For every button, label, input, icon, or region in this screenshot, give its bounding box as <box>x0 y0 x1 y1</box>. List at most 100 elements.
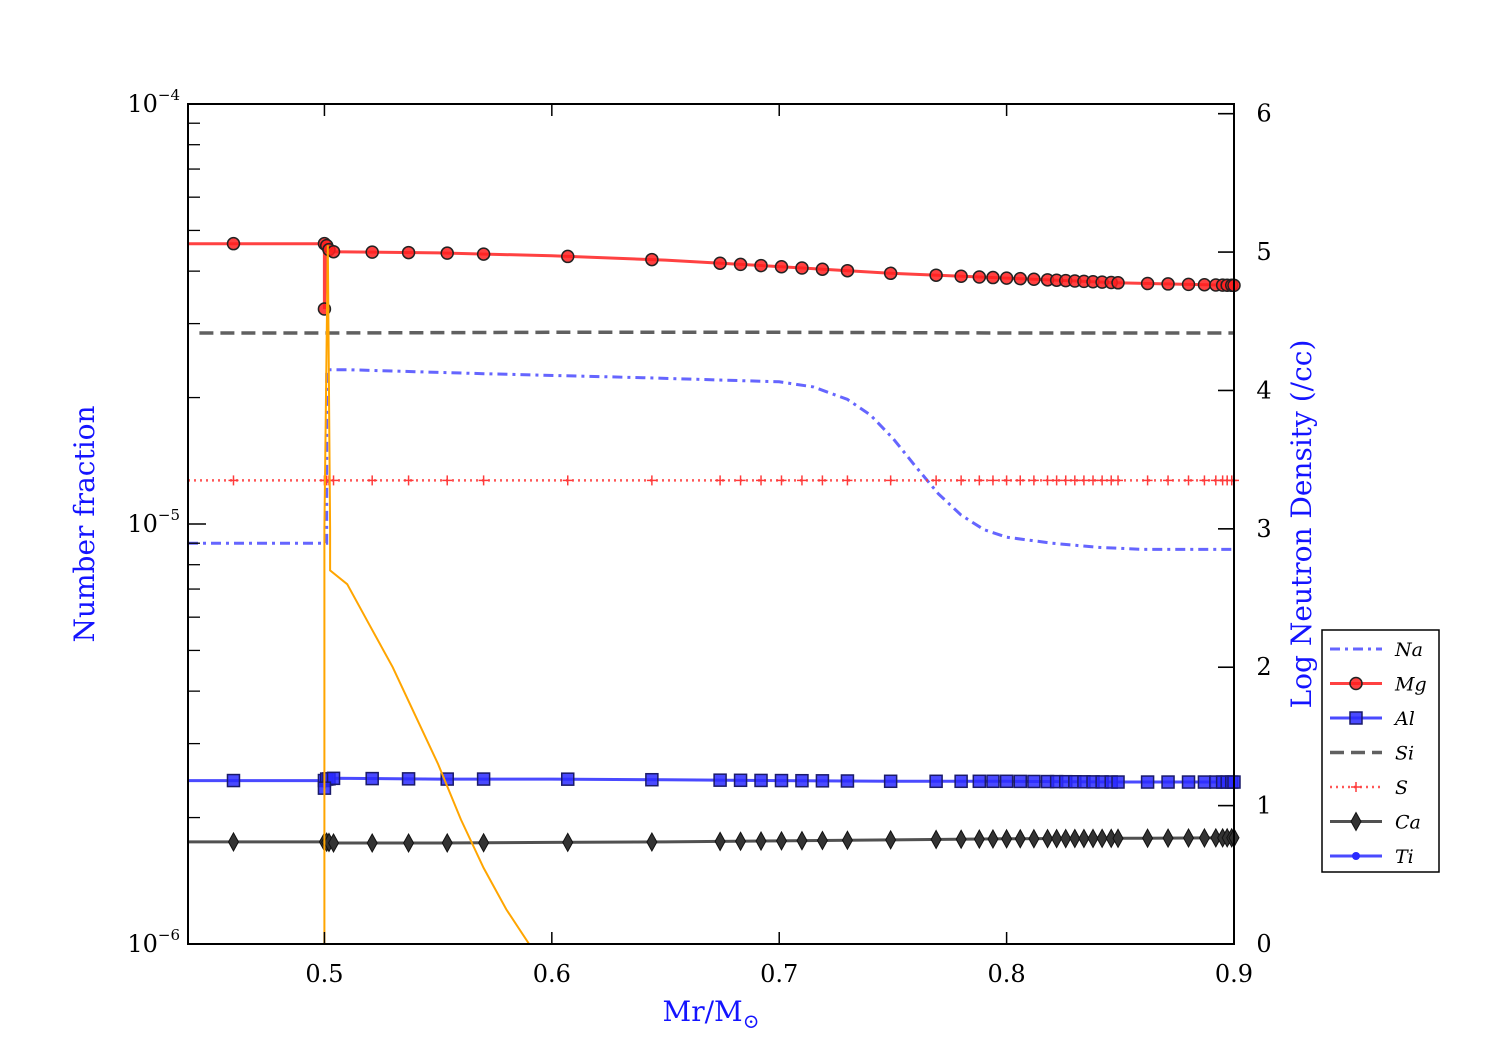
marker-ca <box>755 831 767 852</box>
marker-al <box>1140 775 1155 789</box>
legend-marker-ca <box>1350 811 1362 832</box>
marker-mg <box>972 270 987 284</box>
legend-label-ca: Ca <box>1395 812 1421 834</box>
marker-mg <box>999 271 1014 285</box>
marker-mg <box>713 256 727 270</box>
legend-label-ti: Ti <box>1395 846 1414 868</box>
marker-mg <box>1197 277 1212 292</box>
neutron-density-line <box>323 245 530 944</box>
marker-al <box>754 773 768 788</box>
marker-s <box>228 475 239 486</box>
marker-s <box>1097 475 1108 486</box>
y-axis-right-title: Log Neutron Density (/cc) <box>1285 340 1318 709</box>
marker-s <box>842 475 853 486</box>
x-axis-title: Mr/M⊙ <box>663 995 760 1033</box>
marker-al <box>713 773 727 787</box>
plot-frame <box>187 103 1235 945</box>
marker-ca <box>562 832 574 853</box>
marker-s <box>974 475 985 486</box>
marker-mg <box>733 257 748 272</box>
x-tick-label: 0.7 <box>760 960 798 988</box>
y-right-tick-label: 4 <box>1256 376 1271 404</box>
marker-ca <box>1028 828 1040 849</box>
y-right-tick-label: 5 <box>1256 238 1271 266</box>
y-right-tick-label: 0 <box>1256 930 1271 958</box>
marker-ca <box>796 830 808 851</box>
marker-mg <box>226 236 241 251</box>
marker-mg <box>1140 276 1155 291</box>
marker-ca <box>327 832 340 853</box>
marker-s <box>931 475 942 486</box>
y-left-tick-exp: −5 <box>158 506 180 524</box>
marker-ca <box>441 832 453 853</box>
marker-al <box>1161 775 1175 789</box>
marker-mg <box>1161 277 1175 291</box>
marker-ca <box>1041 828 1054 849</box>
marker-al <box>1027 774 1041 789</box>
marker-al <box>840 774 855 788</box>
marker-ca <box>1142 828 1154 849</box>
marker-al <box>954 774 968 789</box>
marker-mg <box>1013 271 1028 286</box>
marker-s <box>1088 475 1099 486</box>
y-left-tick-exp: −6 <box>158 926 180 944</box>
marker-s <box>885 475 896 486</box>
marker-s <box>1199 475 1210 486</box>
marker-ca <box>714 831 726 852</box>
marker-ca <box>646 831 658 853</box>
marker-s <box>1028 475 1039 486</box>
marker-al <box>986 774 1000 789</box>
marker-s <box>1042 475 1053 486</box>
marker-s <box>776 475 787 486</box>
marker-ca <box>402 832 415 853</box>
marker-s <box>956 475 967 486</box>
marker-ca <box>1078 828 1090 849</box>
marker-s <box>817 475 828 486</box>
marker-ca <box>885 829 897 850</box>
y-right-tick-label: 6 <box>1256 100 1271 128</box>
marker-ca <box>1060 828 1072 849</box>
legend-label-mg: Mg <box>1394 674 1427 696</box>
marker-al <box>795 773 809 788</box>
marker-s <box>1069 475 1080 486</box>
marker-ca <box>1014 828 1026 849</box>
marker-ca <box>1069 828 1081 849</box>
y-left-tick-exp: −4 <box>158 86 180 104</box>
marker-mg <box>986 270 1000 285</box>
marker-ca <box>478 832 490 853</box>
marker-s <box>987 475 998 486</box>
marker-s <box>646 475 657 486</box>
marker-al <box>972 774 987 789</box>
marker-ca <box>366 832 378 853</box>
marker-al <box>645 772 659 787</box>
marker-s <box>1051 475 1062 486</box>
marker-mg <box>883 266 898 281</box>
legend-marker-s <box>1351 782 1361 792</box>
marker-ca <box>1112 828 1124 849</box>
marker-ca <box>841 830 854 851</box>
legend-label-si: Si <box>1395 743 1414 765</box>
marker-al <box>929 774 943 789</box>
marker-ca <box>816 830 828 851</box>
y-left-tick-label: 10−5 <box>127 506 180 538</box>
marker-mg <box>326 244 341 259</box>
marker-ca <box>734 831 747 852</box>
legend-marker-al <box>1349 711 1363 725</box>
marker-s <box>1001 475 1012 486</box>
marker-layer <box>226 236 1241 853</box>
y-left-tick-base: 10 <box>127 90 158 118</box>
marker-al <box>326 771 341 786</box>
marker-ca <box>1096 828 1108 849</box>
marker-al <box>1197 775 1212 789</box>
marker-al <box>883 774 898 789</box>
y-left-tick-label: 10−4 <box>127 86 180 118</box>
marker-s <box>1060 475 1071 486</box>
x-tick-label: 0.6 <box>533 960 571 988</box>
marker-al <box>365 771 379 786</box>
marker-s <box>1113 475 1124 486</box>
series-layer <box>188 240 1234 845</box>
marker-ca <box>227 831 240 852</box>
y-axis-left-title: Number fraction <box>68 405 101 642</box>
